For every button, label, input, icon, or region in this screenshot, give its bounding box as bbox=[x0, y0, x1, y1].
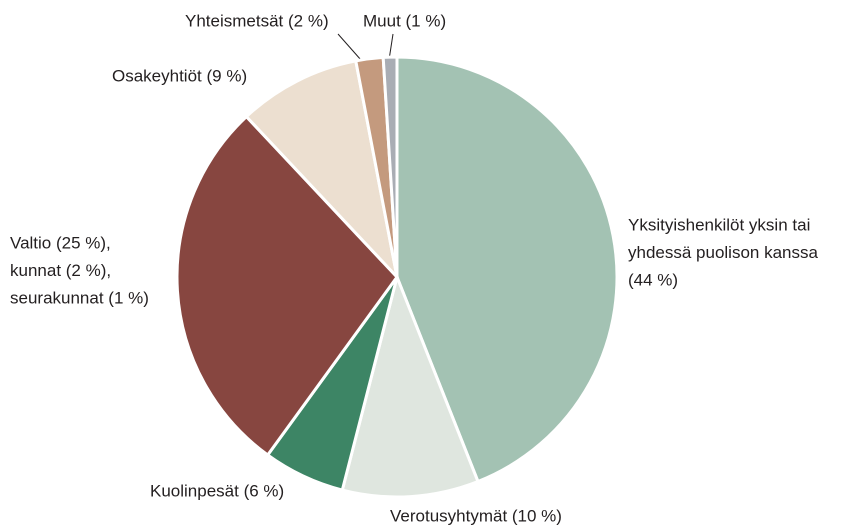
pie-slice bbox=[381, 55, 399, 278]
slice-label: Osakeyhtiöt (9 %) bbox=[112, 66, 247, 85]
slice-label: seurakunnat (1 %) bbox=[10, 288, 149, 307]
slice-label: Yhteismetsät (2 %) bbox=[185, 11, 329, 30]
slice-label: Muut (1 %) bbox=[363, 11, 446, 30]
slice-label: Yksityishenkilöt yksin tai bbox=[628, 215, 810, 234]
pie-slice bbox=[395, 55, 619, 484]
pie-slice bbox=[244, 59, 400, 282]
pie-slice bbox=[175, 114, 399, 458]
slice-label: (44 %) bbox=[628, 270, 678, 289]
pie-slice bbox=[340, 272, 480, 499]
slice-label: yhdessä puolison kanssa bbox=[628, 243, 819, 262]
slice-label: Kuolinpesät (6 %) bbox=[150, 481, 284, 500]
slice-label: kunnat (2 %), bbox=[10, 261, 111, 280]
leader-line bbox=[337, 33, 362, 61]
slice-label: Valtio (25 %), bbox=[10, 233, 111, 252]
slice-label: Verotusyhtymät (10 %) bbox=[390, 506, 562, 525]
